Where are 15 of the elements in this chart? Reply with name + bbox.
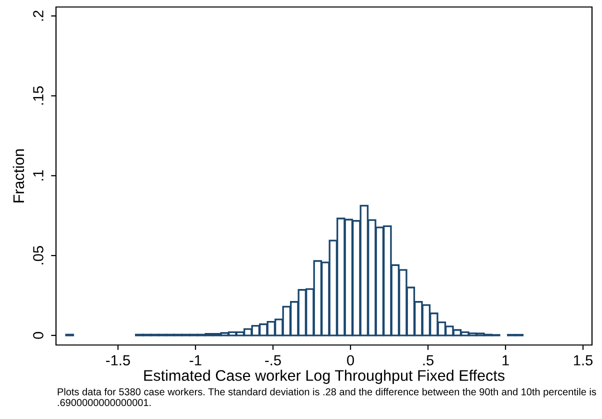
x-tick-label: .5 bbox=[423, 355, 434, 366]
x-tick-label: -1 bbox=[190, 355, 202, 366]
x-tick-label: -1.5 bbox=[106, 355, 130, 366]
x-axis-title: Estimated Case worker Log Throughput Fixed Effects bbox=[144, 370, 504, 384]
y-axis-title: Fraction bbox=[12, 149, 24, 202]
x-tick-label: 1 bbox=[502, 355, 509, 366]
y-tick-label: .15 bbox=[33, 86, 44, 105]
y-tick-label: .2 bbox=[33, 10, 44, 21]
y-tick-label: 0 bbox=[33, 332, 44, 339]
text: Plots data for 5380 case workers. The standard deviation is .28 and the difference between the 90th and 10th percentile is .6900000000000001. bbox=[58, 388, 596, 406]
y-tick-label: .05 bbox=[33, 246, 44, 264]
y-tick-label: .1 bbox=[33, 170, 44, 180]
x-tick-label: 1.5 bbox=[574, 355, 593, 366]
x-tick-label: 0 bbox=[347, 355, 354, 366]
x-tick-label: -.5 bbox=[265, 355, 281, 366]
